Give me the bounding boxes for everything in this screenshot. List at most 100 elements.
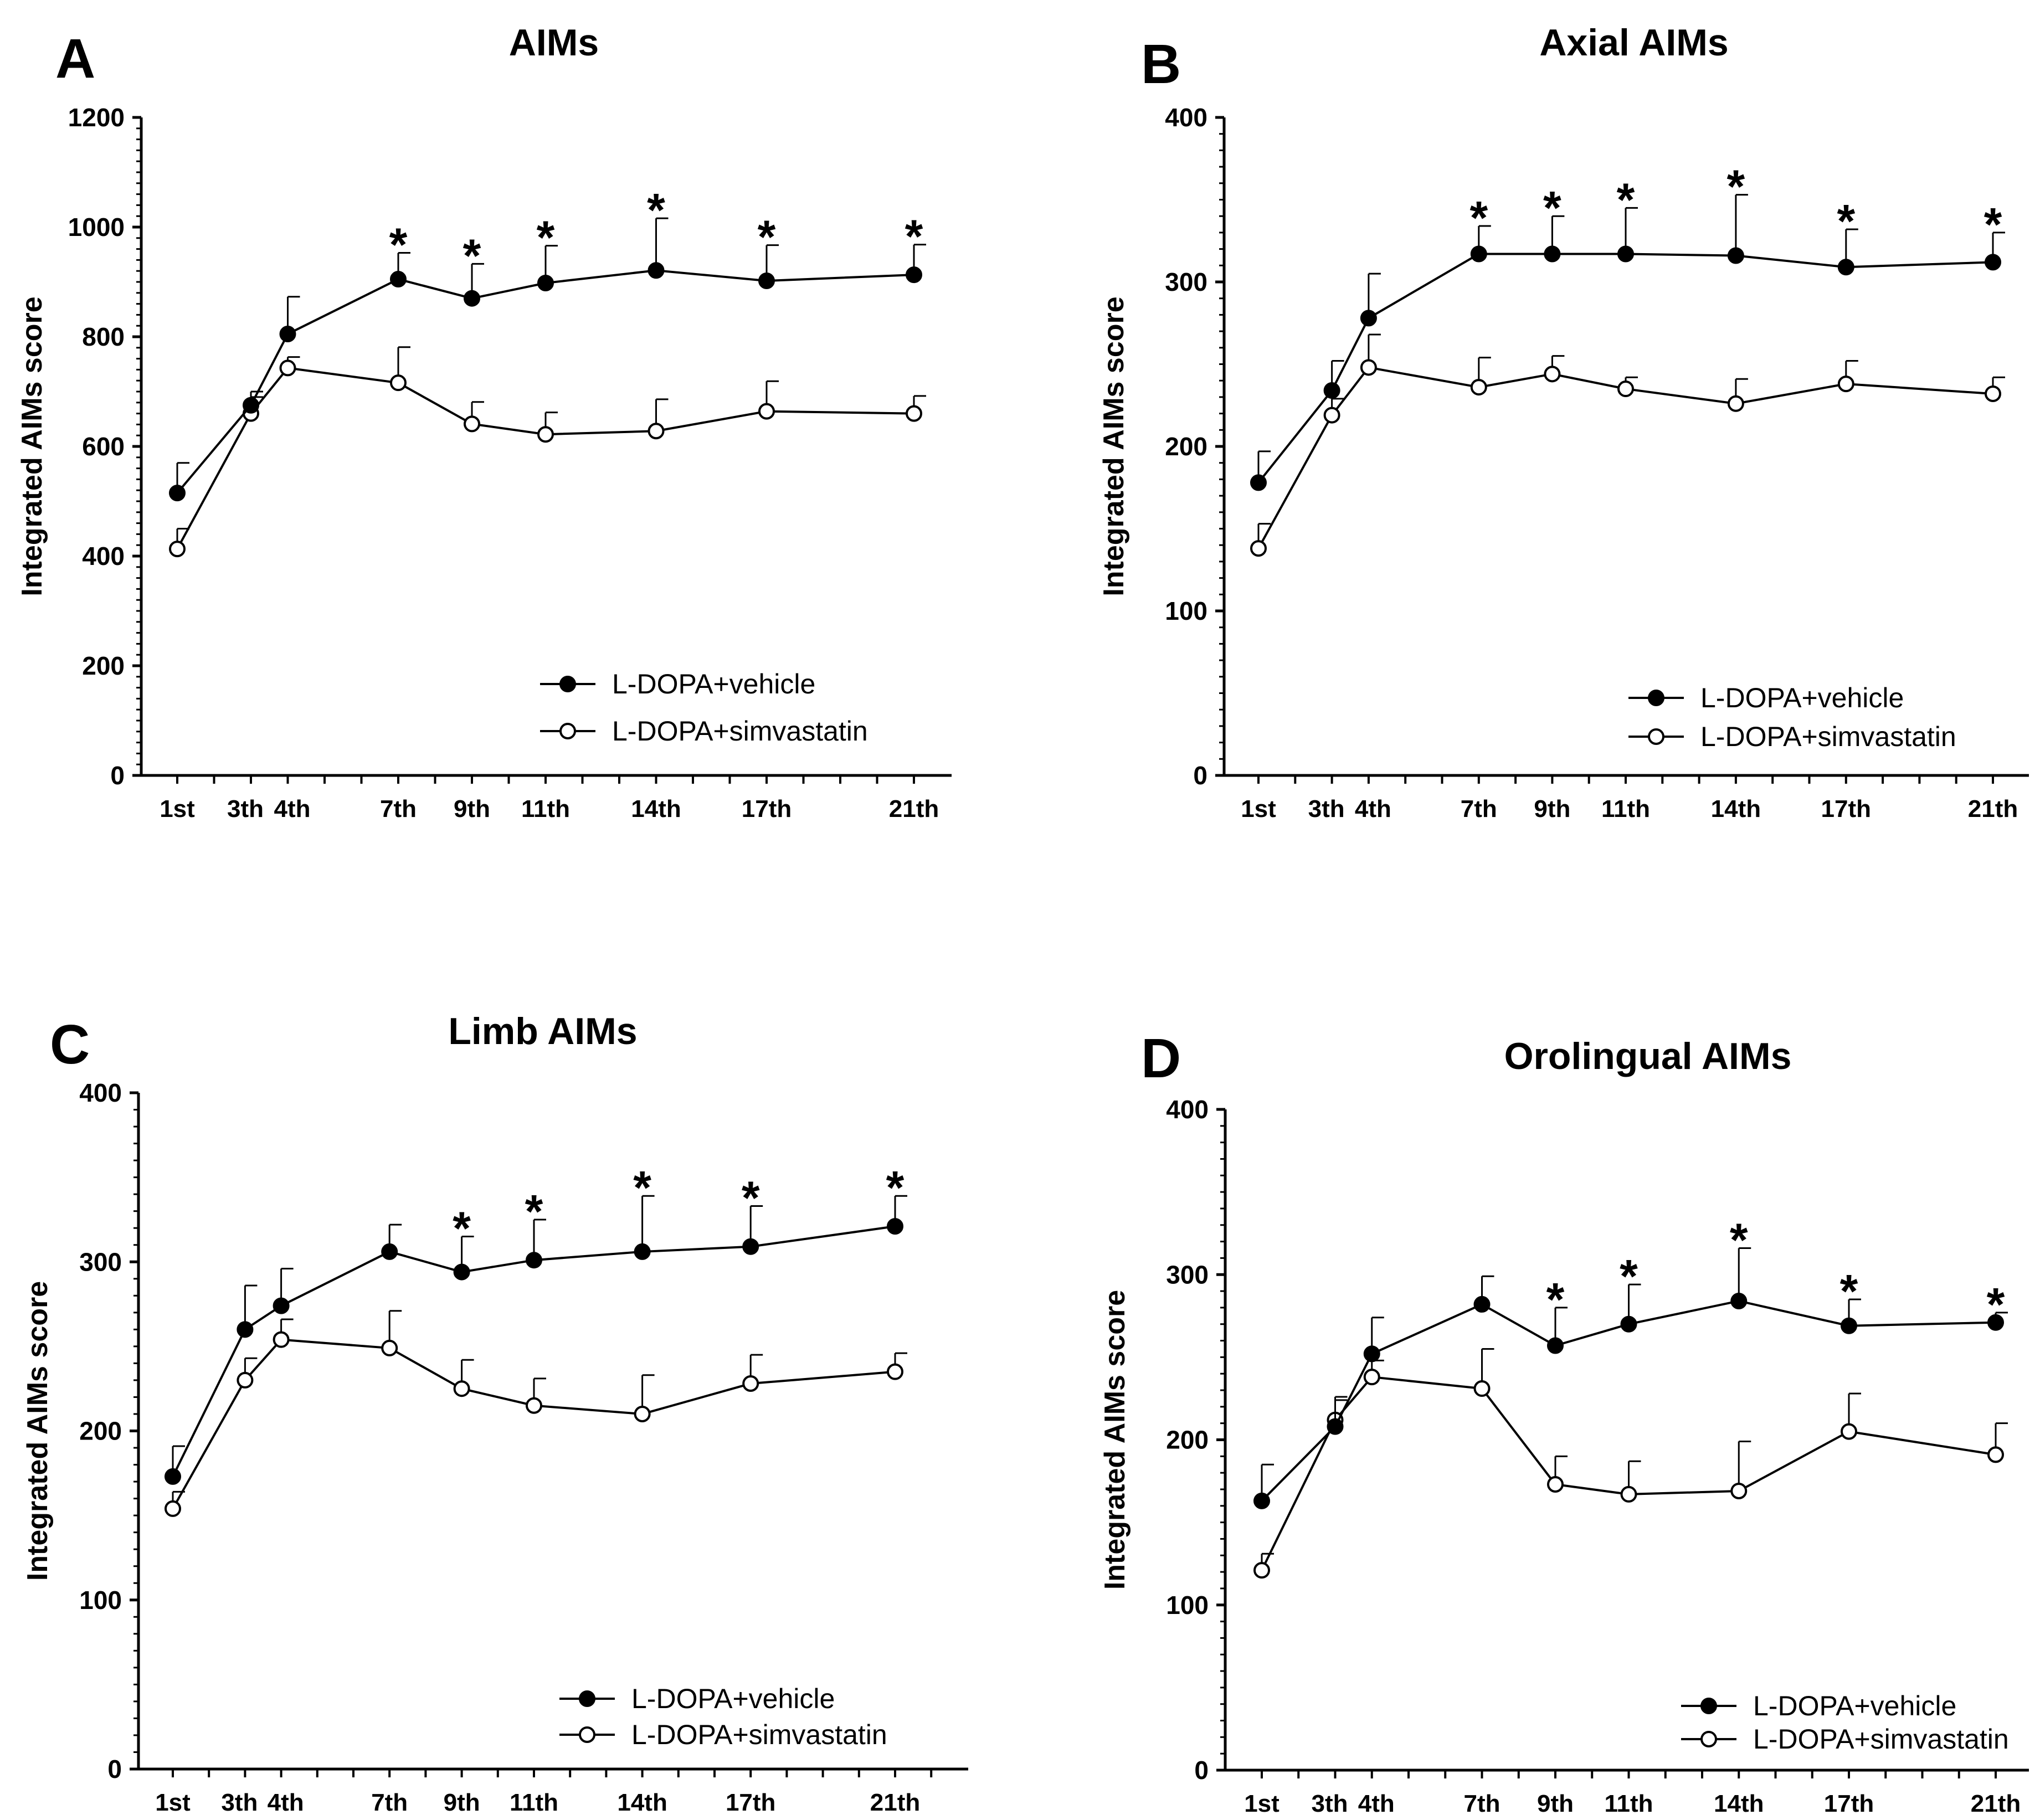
series-vehicle (165, 1195, 907, 1485)
x-tick-label: 4th (1358, 1790, 1395, 1817)
data-point (526, 1252, 542, 1269)
data-point (1327, 1418, 1344, 1435)
y-tick-label: 600 (82, 432, 125, 461)
x-tick-label: 14th (631, 795, 681, 822)
significance-star: * (905, 210, 923, 263)
data-point (165, 1468, 181, 1485)
data-point (1360, 359, 1377, 376)
series-vehicle (169, 217, 926, 502)
legend-marker (1700, 1698, 1717, 1714)
data-point (1617, 381, 1634, 398)
data-point (1544, 245, 1561, 263)
data-point (464, 415, 480, 433)
data-point (1250, 540, 1267, 557)
significance-star: * (633, 1161, 651, 1214)
x-tick-label: 21th (889, 795, 939, 822)
data-point (1363, 1345, 1380, 1363)
significance-star: * (389, 219, 408, 271)
legend-label: L-DOPA+vehicle (1700, 682, 1904, 713)
data-point (537, 274, 554, 291)
y-tick-label: 400 (82, 542, 125, 570)
series-vehicle (1253, 1247, 2008, 1509)
data-point (1253, 1562, 1270, 1579)
data-point (1841, 1423, 1857, 1440)
data-point (758, 403, 775, 420)
panel-letter: A (55, 28, 95, 90)
chart-title: Orolingual AIMs (1504, 1035, 1792, 1077)
legend-label: L-DOPA+vehicle (612, 669, 815, 700)
data-point (648, 262, 665, 279)
y-tick-label: 0 (1194, 1756, 1209, 1785)
chart-title: Limb AIMs (448, 1010, 637, 1052)
data-point (1250, 474, 1267, 491)
legend-marker (559, 676, 576, 692)
legend-marker (1700, 1731, 1717, 1747)
data-point (453, 1380, 470, 1397)
data-point (279, 326, 296, 343)
data-point (237, 1321, 254, 1338)
significance-star: * (1840, 1265, 1858, 1317)
x-tick-label: 14th (1714, 1790, 1764, 1817)
legend-label: L-DOPA+simvastatin (631, 1719, 887, 1750)
x-tick-label: 9th (1537, 1790, 1574, 1817)
significance-star: * (1620, 1250, 1638, 1302)
data-point (1470, 379, 1487, 396)
data-point (1547, 1337, 1564, 1354)
data-point (1323, 382, 1340, 399)
x-tick-label: 1st (155, 1789, 191, 1816)
data-point (526, 1397, 542, 1414)
data-point (1837, 259, 1854, 276)
legend-label: L-DOPA+vehicle (1753, 1690, 1956, 1721)
data-point (1987, 1314, 2004, 1331)
y-tick-label: 100 (1166, 1591, 1209, 1620)
series-simvastatin (165, 1310, 907, 1517)
x-tick-label: 3th (227, 795, 264, 822)
data-point (390, 271, 407, 288)
data-point (1841, 1317, 1857, 1334)
y-tick-label: 400 (1165, 103, 1207, 132)
data-point (1470, 245, 1487, 263)
x-tick-label: 11th (1601, 795, 1650, 822)
data-point (464, 290, 480, 307)
x-tick-label: 4th (268, 1789, 304, 1816)
legend-label: L-DOPA+vehicle (631, 1683, 835, 1714)
series-simvastatin (1250, 333, 2005, 557)
significance-star: * (647, 184, 665, 236)
x-tick-label: 4th (274, 795, 311, 822)
data-point (1987, 1446, 2004, 1463)
x-tick-label: 9th (444, 1789, 480, 1816)
x-tick-label: 1st (160, 795, 195, 822)
y-tick-label: 300 (1165, 268, 1207, 296)
data-point (169, 541, 186, 558)
data-point (634, 1405, 651, 1422)
data-point (390, 374, 407, 392)
x-tick-label: 3th (221, 1789, 258, 1816)
y-tick-label: 400 (79, 1078, 122, 1107)
data-point (243, 397, 259, 414)
significance-star: * (758, 211, 776, 263)
x-tick-label: 14th (1711, 795, 1761, 822)
y-axis-label: Integrated AIMs score (1098, 296, 1130, 596)
significance-star: * (1727, 161, 1745, 213)
y-tick-label: 0 (107, 1755, 122, 1783)
legend-marker (579, 1726, 595, 1743)
significance-star: * (525, 1185, 543, 1237)
data-point (758, 273, 775, 290)
x-tick-label: 9th (454, 795, 490, 822)
x-tick-label: 21th (1971, 1790, 2021, 1817)
data-point (1547, 1476, 1564, 1493)
series-vehicle (1250, 194, 2005, 491)
data-point (1620, 1485, 1637, 1503)
data-point (453, 1263, 470, 1281)
panel-letter: C (50, 1014, 90, 1076)
data-point (648, 423, 665, 440)
legend-marker (579, 1690, 595, 1707)
significance-star: * (1469, 192, 1488, 244)
data-point (1323, 407, 1340, 424)
x-tick-label: 11th (510, 1789, 558, 1816)
significance-star: * (1543, 182, 1561, 234)
